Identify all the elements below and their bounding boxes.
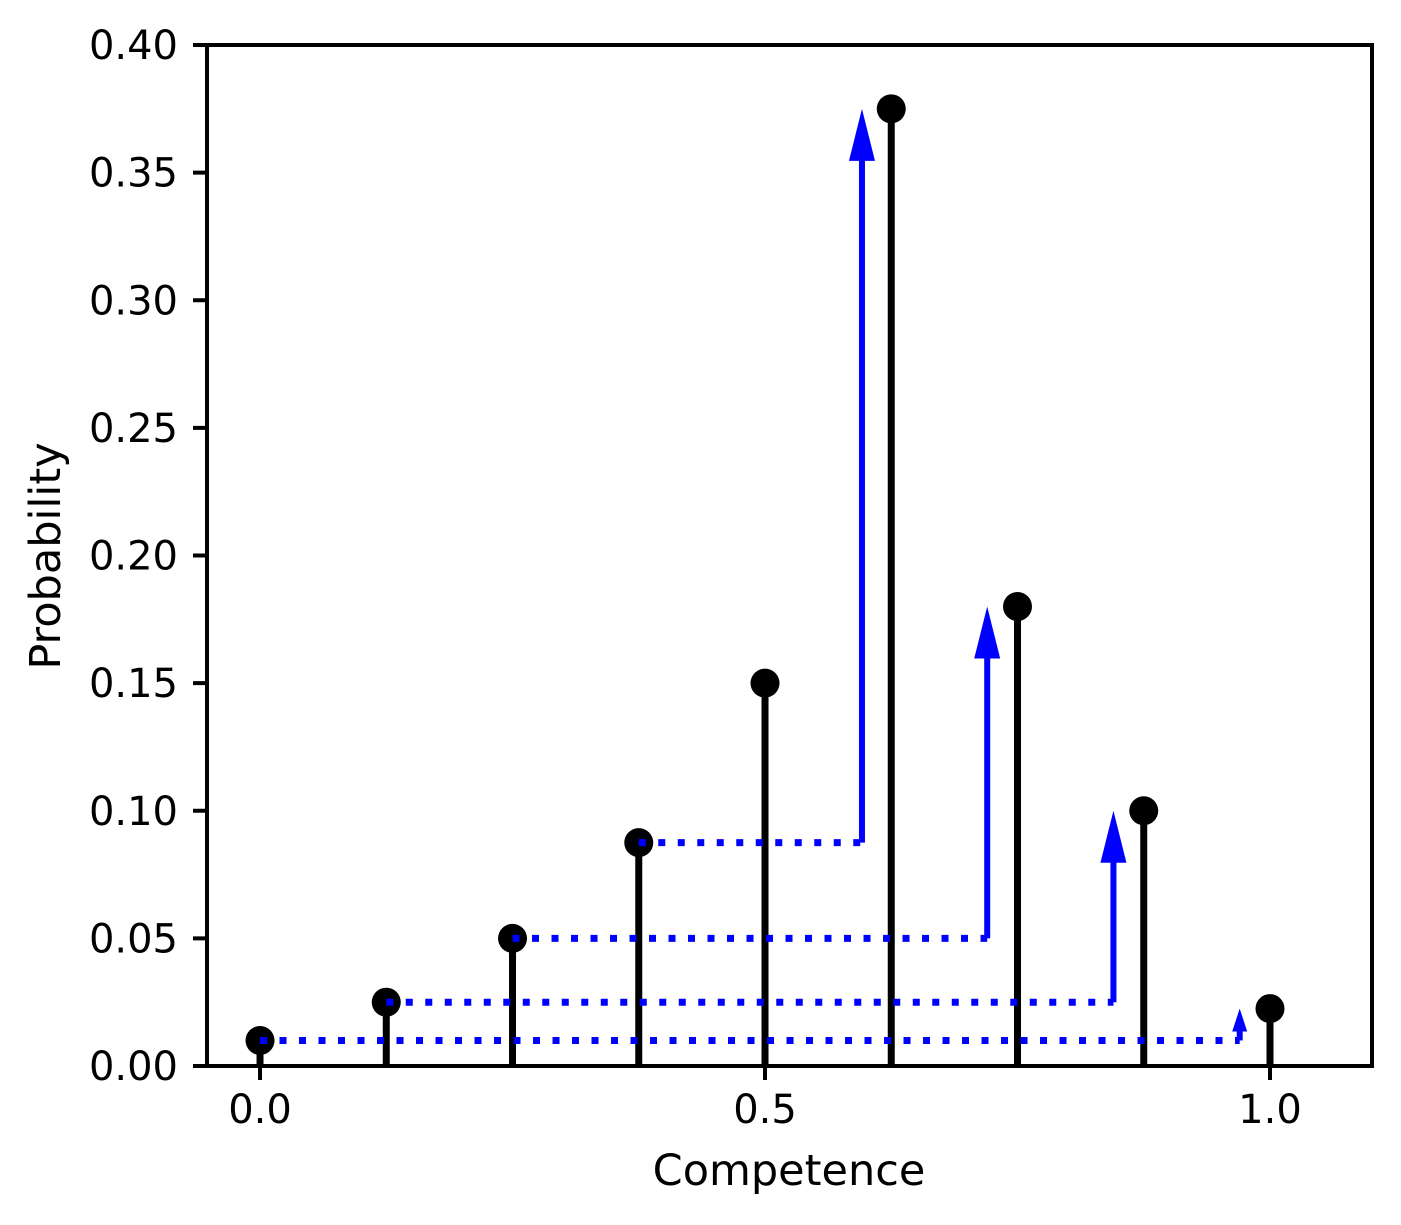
y-tick-label: 0.30: [89, 278, 178, 324]
x-tick-label: 1.0: [1238, 1087, 1302, 1133]
stem-marker: [1129, 796, 1159, 826]
stem-marker: [1255, 994, 1285, 1024]
y-tick-label: 0.15: [89, 661, 178, 707]
plot-layer: [245, 94, 1285, 1066]
x-tick-label: 0.0: [228, 1087, 292, 1133]
y-tick-label: 0.05: [89, 916, 178, 962]
y-tick-label: 0.00: [89, 1044, 178, 1090]
y-tick-label: 0.10: [89, 789, 178, 835]
transfer-arrow-head: [1100, 810, 1127, 863]
transfer-arrow-head: [974, 606, 1001, 659]
x-tick-label: 0.5: [733, 1087, 797, 1133]
y-tick-label: 0.40: [89, 23, 178, 69]
y-tick-label: 0.25: [89, 406, 178, 452]
stem-marker: [876, 94, 906, 124]
stem-marker: [750, 668, 780, 698]
axes-border: [205, 43, 1374, 1068]
transfer-arrow-head: [1232, 1008, 1248, 1032]
axis-layer: 0.0 0.5 1.0 0.00 0.05 0.10 0.15 0.20 0.25 0.30 0.3…: [89, 23, 1374, 1133]
y-axis-label: Probability: [21, 442, 71, 669]
y-tick-label: 0.20: [89, 534, 178, 580]
transfer-arrow-head: [848, 108, 875, 161]
x-axis-label: Competence: [653, 1146, 926, 1196]
stem-marker: [1003, 592, 1033, 622]
y-tick-label: 0.35: [89, 151, 178, 197]
